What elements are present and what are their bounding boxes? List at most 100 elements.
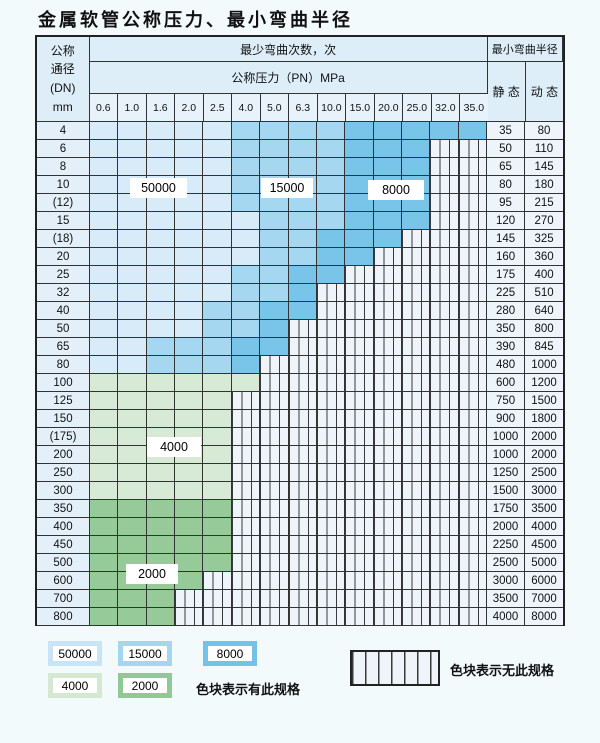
spec-cell-15000 — [175, 356, 204, 374]
spec-cell-2000 — [146, 536, 176, 554]
spec-cell-50000 — [175, 122, 204, 140]
spec-cell-50000 — [146, 158, 176, 176]
no-spec-cell — [231, 428, 261, 446]
no-spec-cell — [458, 392, 488, 410]
spec-cell-50000 — [118, 158, 147, 176]
overlay-label-15000: 15000 — [261, 178, 313, 198]
dynamic-radius-cell: 7000 — [525, 590, 564, 608]
pressure-columns-row: 0.6 1.0 1.6 2.0 2.5 4.0 5.0 6.3 10.0 15.0 20.0 25.0… — [89, 94, 488, 122]
spec-cell-2000 — [146, 500, 176, 518]
page-title: 金属软管公称压力、最小弯曲半径 — [38, 10, 353, 31]
no-spec-cell — [401, 608, 431, 626]
no-spec-cell — [373, 554, 402, 572]
spec-cell-50000 — [90, 158, 119, 176]
no-spec-cell — [231, 392, 261, 410]
dynamic-radius-cell: 1200 — [525, 374, 564, 392]
spec-cell-2000 — [146, 518, 176, 536]
dn-cell: 300 — [37, 482, 90, 500]
no-spec-cell — [373, 608, 402, 626]
spec-cell-8000 — [401, 212, 431, 230]
spec-cell-15000 — [231, 176, 261, 194]
spec-cell-15000 — [146, 338, 176, 356]
spec-cell-15000 — [260, 284, 289, 302]
no-spec-cell — [458, 266, 488, 284]
no-spec-cell — [260, 554, 289, 572]
spec-cell-50000 — [175, 194, 204, 212]
no-spec-cell — [373, 338, 402, 356]
static-radius-cell: 3000 — [487, 572, 526, 590]
spec-cell-50000 — [146, 122, 176, 140]
no-spec-cell — [288, 554, 317, 572]
spec-cell-50000 — [203, 176, 232, 194]
spec-cell-2000 — [90, 536, 119, 554]
spec-cell-50000 — [231, 248, 261, 266]
no-spec-cell — [288, 446, 317, 464]
no-spec-cell — [430, 554, 459, 572]
dn-header-line: mm — [52, 99, 73, 114]
spec-cell-8000 — [260, 338, 289, 356]
static-radius-cell: 145 — [487, 230, 526, 248]
no-spec-cell — [373, 446, 402, 464]
dynamic-radius-cell: 400 — [525, 266, 564, 284]
dynamic-radius-cell: 800 — [525, 320, 564, 338]
no-spec-cell — [316, 302, 346, 320]
static-radius-cell: 600 — [487, 374, 526, 392]
no-spec-cell — [345, 392, 374, 410]
spec-cell-15000 — [260, 140, 289, 158]
spec-cell-8000 — [430, 122, 459, 140]
no-spec-cell — [316, 392, 346, 410]
spec-cell-4000 — [203, 428, 232, 446]
no-spec-cell — [316, 338, 346, 356]
no-spec-cell — [260, 482, 289, 500]
no-spec-cell — [373, 302, 402, 320]
no-spec-cell — [345, 338, 374, 356]
no-spec-cell — [231, 410, 261, 428]
no-spec-cell — [430, 590, 459, 608]
dynamic-radius-cell: 110 — [525, 140, 564, 158]
spec-cell-8000 — [345, 122, 374, 140]
dynamic-radius-cell: 2000 — [525, 446, 564, 464]
no-spec-cell — [430, 338, 459, 356]
no-spec-cell — [316, 356, 346, 374]
no-spec-cell — [345, 464, 374, 482]
spec-cell-50000 — [203, 194, 232, 212]
no-spec-cell — [401, 320, 431, 338]
pressure-column-header: 1.0 — [118, 94, 147, 122]
spec-cell-8000 — [231, 338, 261, 356]
dynamic-radius-cell: 6000 — [525, 572, 564, 590]
spec-cell-4000 — [90, 374, 119, 392]
table-row: 600 3000 6000 — [37, 572, 564, 590]
spec-cell-50000 — [90, 140, 119, 158]
spec-cell-50000 — [175, 212, 204, 230]
no-spec-cell — [345, 320, 374, 338]
spec-cell-50000 — [118, 230, 147, 248]
no-spec-cell — [316, 554, 346, 572]
spec-cell-50000 — [203, 212, 232, 230]
static-radius-cell: 900 — [487, 410, 526, 428]
dynamic-radius-cell: 80 — [525, 122, 564, 140]
no-spec-cell — [345, 356, 374, 374]
no-spec-cell — [373, 266, 402, 284]
spec-cell-2000 — [146, 608, 176, 626]
dn-cell: 150 — [37, 410, 90, 428]
table-row: 300 1500 3000 — [37, 482, 564, 500]
no-spec-cell — [373, 500, 402, 518]
no-spec-cell — [203, 608, 232, 626]
table-row: 100 600 1200 — [37, 374, 564, 392]
legend-chip-15000: 15000 — [118, 641, 172, 666]
pressure-column-header: 4.0 — [232, 94, 261, 122]
no-spec-cell — [401, 572, 431, 590]
no-spec-cell — [231, 482, 261, 500]
no-spec-cell — [430, 284, 459, 302]
spec-cell-15000 — [260, 194, 289, 212]
static-radius-cell: 225 — [487, 284, 526, 302]
legend-chip-4000: 4000 — [48, 673, 102, 698]
no-spec-cell — [288, 392, 317, 410]
no-spec-cell — [316, 608, 346, 626]
spec-cell-2000 — [118, 518, 147, 536]
spec-cell-50000 — [118, 194, 147, 212]
spec-cell-50000 — [90, 194, 119, 212]
no-spec-cell — [316, 572, 346, 590]
pressure-column-header: 5.0 — [260, 94, 290, 122]
